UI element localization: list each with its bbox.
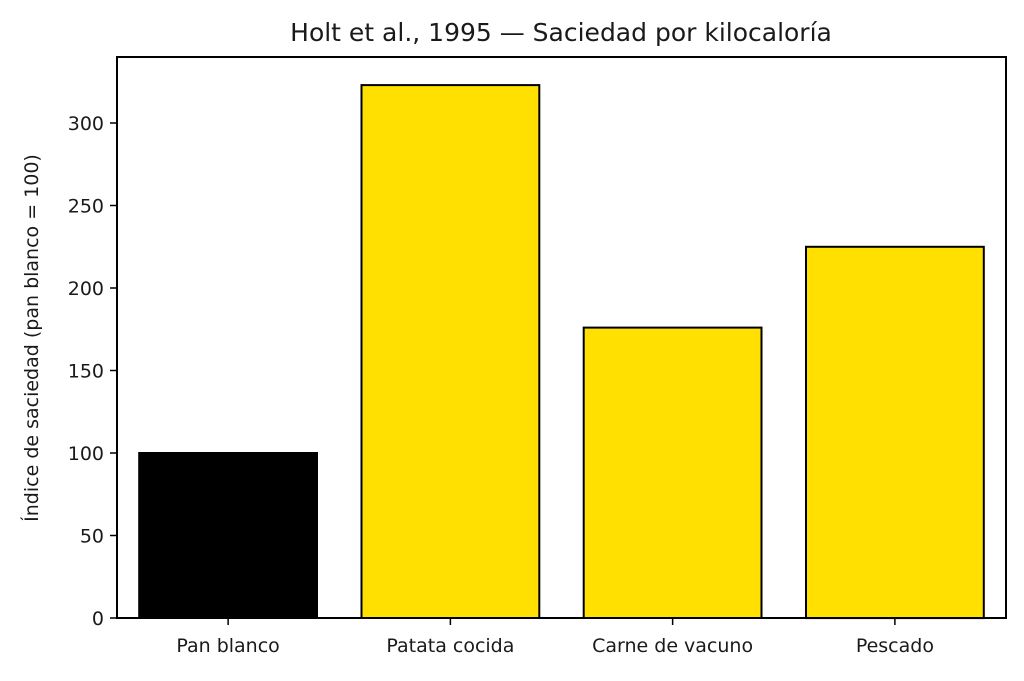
bar-carne-de-vacuno [582, 326, 763, 619]
x-tick-label: Pescado [856, 635, 934, 657]
x-axis: Pan blanco Patata cocida Carne de vacuno Pe… [176, 618, 934, 657]
x-tick-label: Carne de vacuno [592, 635, 753, 657]
y-tick-label: 100 [68, 443, 104, 465]
bar-pan-blanco [138, 452, 318, 619]
y-axis-label: Índice de saciedad (pan blanco = 100) [20, 154, 43, 522]
y-tick-label: 300 [68, 113, 104, 135]
y-tick-label: 0 [92, 608, 104, 630]
bar-patata-cocida [360, 84, 541, 620]
x-tick-label: Patata cocida [386, 635, 514, 657]
y-tick-label: 250 [68, 196, 104, 218]
plot-frame [116, 56, 1007, 619]
bars-layer [138, 84, 985, 620]
y-tick-label: 50 [80, 526, 104, 548]
chart-title: Holt et al., 1995 — Saciedad por kilocal… [290, 18, 832, 47]
y-tick-label: 200 [68, 278, 104, 300]
x-tick-label: Pan blanco [176, 635, 279, 657]
y-axis: 0 50 100 150 200 250 300 [68, 113, 117, 630]
y-tick-label: 150 [68, 361, 104, 383]
bar-pescado [805, 245, 985, 620]
